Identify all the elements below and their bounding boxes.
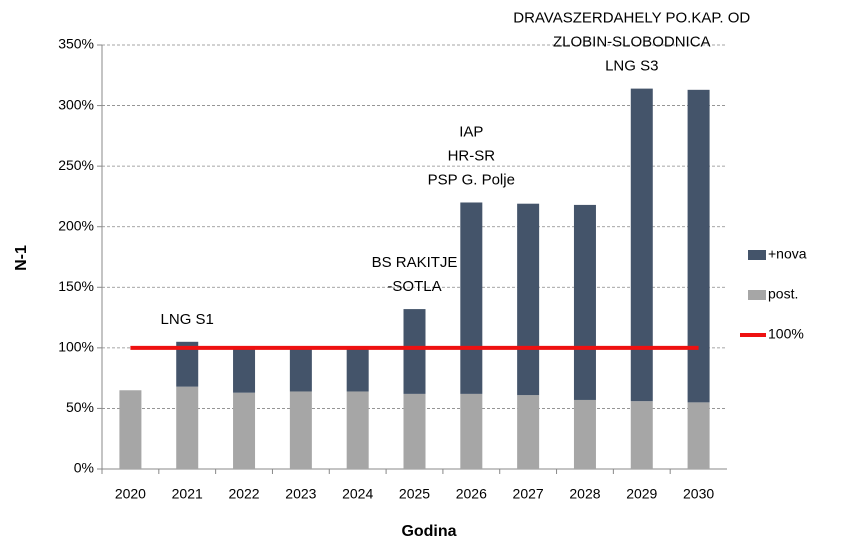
annotation: HR-SR <box>448 147 496 164</box>
annotation: BS RAKITJE <box>372 254 458 271</box>
bar <box>289 391 312 469</box>
bar <box>460 202 483 394</box>
bar <box>517 395 540 469</box>
x-tick-label: 2030 <box>683 486 714 502</box>
legend-swatch <box>748 250 766 260</box>
bar <box>687 402 710 469</box>
bar <box>346 391 369 469</box>
annotation: LNG S1 <box>161 311 214 328</box>
annotation: PSP G. Polje <box>428 171 515 188</box>
x-tick-label: 2024 <box>342 486 373 502</box>
bar <box>403 393 426 469</box>
x-tick-label: 2021 <box>172 486 203 502</box>
bar <box>630 88 653 402</box>
annotation: -SOTLA <box>387 278 441 295</box>
x-tick-label: 2023 <box>285 486 316 502</box>
annotation: ZLOBIN-SLOBODNICA <box>553 34 711 51</box>
legend-label: post. <box>768 286 798 302</box>
y-tick-label: 50% <box>66 399 94 415</box>
x-tick-label: 2020 <box>115 486 146 502</box>
legend-label: 100% <box>768 326 804 342</box>
bar <box>630 401 653 469</box>
x-tick-label: 2025 <box>399 486 430 502</box>
bar <box>346 347 369 392</box>
legend-label: +nova <box>768 246 807 262</box>
y-tick-label: 300% <box>58 96 94 112</box>
y-tick-label: 100% <box>58 339 94 355</box>
bar <box>573 204 596 400</box>
bar <box>460 393 483 469</box>
x-tick-label: 2022 <box>228 486 259 502</box>
bar <box>687 89 710 403</box>
bar <box>573 399 596 469</box>
x-tick-label: 2028 <box>569 486 600 502</box>
bar <box>289 347 312 392</box>
x-tick-label: 2029 <box>626 486 657 502</box>
bar <box>233 347 256 393</box>
x-tick-label: 2027 <box>513 486 544 502</box>
x-axis-title: Godina <box>401 523 456 540</box>
bar <box>517 203 540 396</box>
annotation: IAP <box>459 123 483 140</box>
y-tick-label: 150% <box>58 278 94 294</box>
y-axis-title: N-1 <box>13 245 30 271</box>
y-tick-label: 250% <box>58 157 94 173</box>
bar <box>233 392 256 469</box>
bar <box>176 386 199 469</box>
y-tick-label: 0% <box>74 460 94 476</box>
y-tick-label: 200% <box>58 217 94 233</box>
legend-swatch <box>748 290 766 300</box>
y-tick-label: 350% <box>58 36 94 52</box>
annotation: DRAVASZERDAHELY PO.KAP. OD <box>513 10 750 27</box>
x-tick-label: 2026 <box>456 486 487 502</box>
annotation: LNG S3 <box>605 58 658 75</box>
bar <box>119 390 142 469</box>
bar <box>403 309 426 394</box>
bar <box>176 341 199 387</box>
